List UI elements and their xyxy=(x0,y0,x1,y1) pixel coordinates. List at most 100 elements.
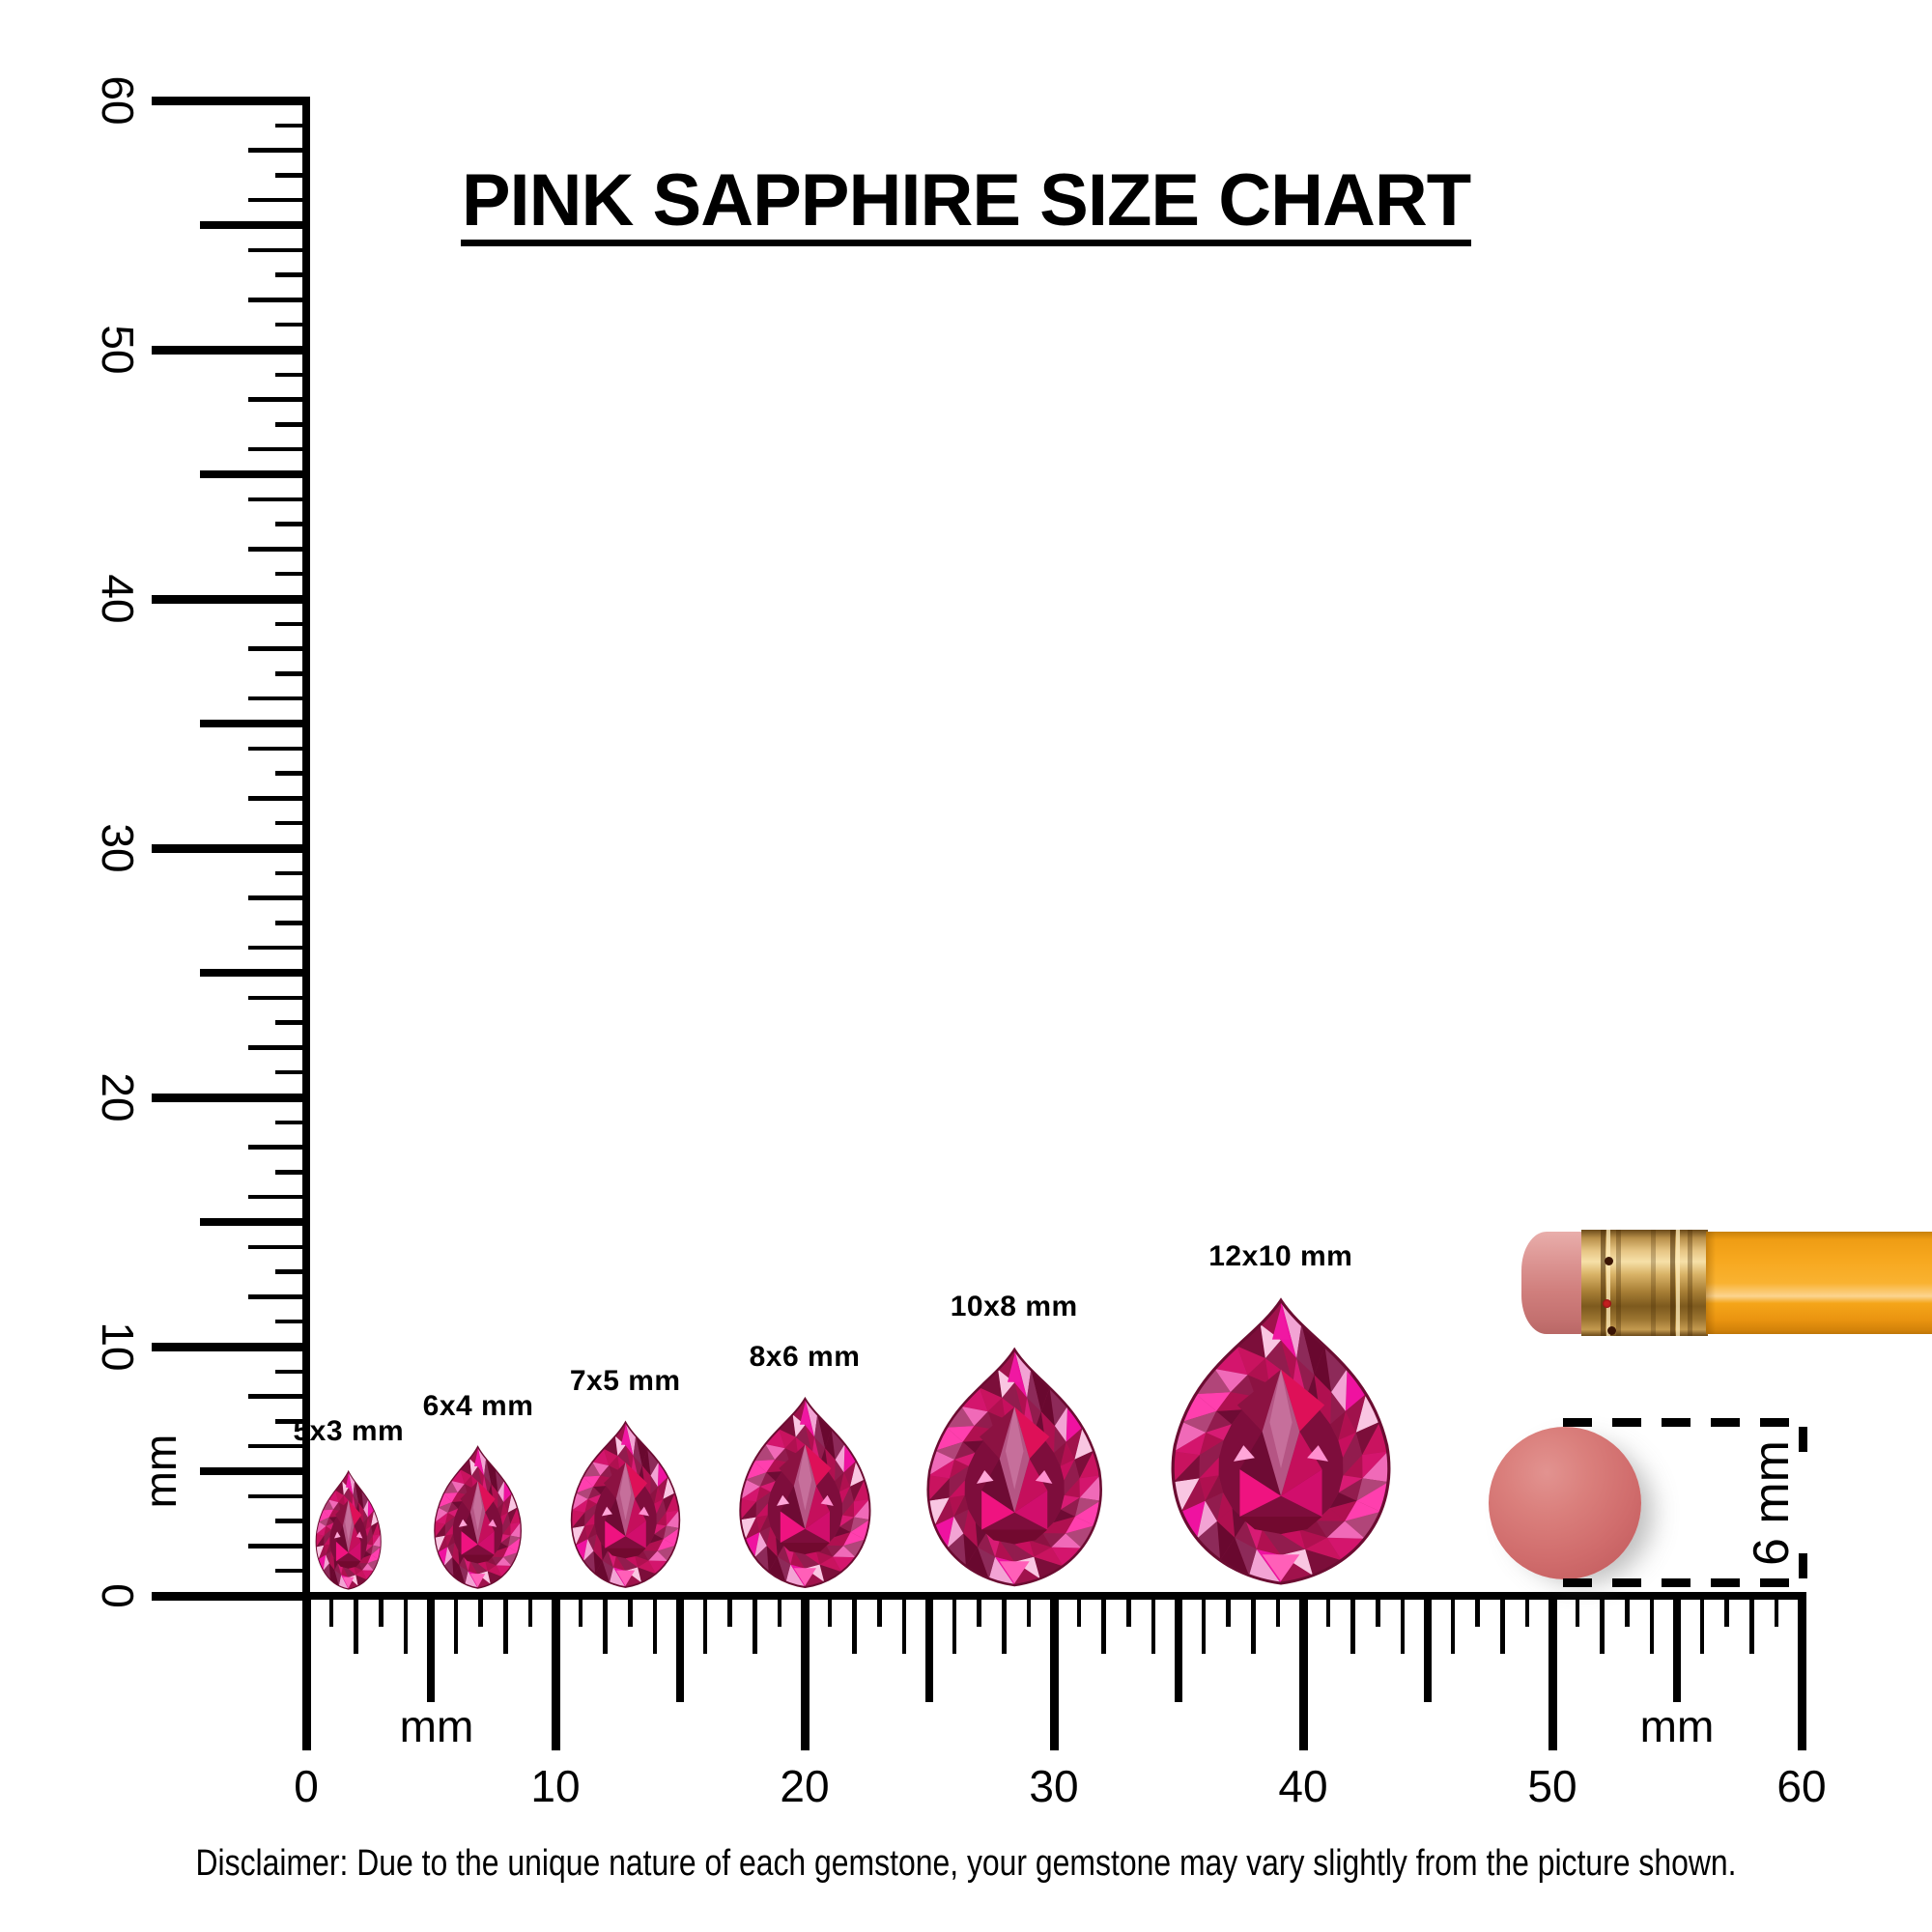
horizontal-tick-major xyxy=(1797,1592,1806,1750)
vertical-tick-major xyxy=(152,843,310,853)
horizontal-tick-major xyxy=(1049,1592,1059,1750)
measure-dash-stub xyxy=(1799,1427,1807,1452)
vertical-tick-minor xyxy=(248,547,310,552)
vertical-tick-half xyxy=(200,969,310,977)
vertical-tick-major xyxy=(152,1342,310,1351)
horizontal-tick-half xyxy=(1175,1592,1182,1702)
vertical-tick-minor xyxy=(275,372,310,378)
horizontal-tick-minor xyxy=(977,1592,981,1627)
measure-dash-top xyxy=(1563,1418,1808,1427)
horizontal-tick-minor xyxy=(777,1592,782,1627)
horizontal-tick-minor xyxy=(628,1592,633,1627)
vertical-tick-minor xyxy=(275,820,310,826)
vertical-ruler-number: 50 xyxy=(93,325,143,375)
horizontal-tick-half xyxy=(676,1592,684,1702)
ferrule-dot xyxy=(1605,1257,1613,1265)
horizontal-tick-minor xyxy=(603,1592,608,1654)
vertical-tick-minor xyxy=(248,1244,310,1250)
pencil xyxy=(1521,1230,1932,1336)
vertical-tick-minor xyxy=(275,771,310,776)
gem-size-label: 6x4 mm xyxy=(422,1390,534,1423)
vertical-tick-minor xyxy=(248,895,310,900)
horizontal-tick-minor xyxy=(1500,1592,1505,1654)
horizontal-tick-minor xyxy=(1600,1592,1605,1654)
vertical-tick-minor xyxy=(248,945,310,951)
ferrule-groove xyxy=(1670,1230,1675,1336)
vertical-tick-major xyxy=(152,1591,310,1601)
page-title: PINK SAPPHIRE SIZE CHART xyxy=(461,159,1471,242)
gem-size-label: 10x8 mm xyxy=(950,1291,1078,1322)
horizontal-ruler-number: 10 xyxy=(530,1761,581,1811)
horizontal-tick-minor xyxy=(1575,1592,1580,1627)
gem-size-label: 8x6 mm xyxy=(749,1340,861,1373)
vertical-tick-minor xyxy=(248,696,310,701)
disclaimer-text: Disclaimer: Due to the unique nature of … xyxy=(195,1843,1737,1884)
vertical-tick-minor xyxy=(248,746,310,752)
horizontal-tick-minor xyxy=(702,1592,708,1654)
vertical-ruler-number: 0 xyxy=(93,1583,143,1608)
measure-dash-stub xyxy=(1799,1553,1807,1578)
vertical-tick-minor xyxy=(275,1419,310,1424)
vertical-tick-half xyxy=(200,470,310,478)
horizontal-tick-major xyxy=(301,1592,311,1750)
horizontal-tick-minor xyxy=(1002,1592,1007,1654)
vertical-tick-minor xyxy=(248,197,310,203)
pencil-body-shading xyxy=(1706,1232,1716,1334)
horizontal-tick-minor xyxy=(1350,1592,1355,1654)
horizontal-ruler-number: 30 xyxy=(1029,1761,1079,1811)
vertical-tick-half xyxy=(200,1467,310,1475)
vertical-ruler-number: 10 xyxy=(93,1321,143,1372)
horizontal-tick-half xyxy=(925,1592,933,1702)
vertical-tick-minor xyxy=(275,522,310,526)
pencil-body xyxy=(1706,1232,1932,1334)
horizontal-tick-minor xyxy=(1151,1592,1156,1654)
horizontal-tick-minor xyxy=(1450,1592,1456,1654)
horizontal-tick-minor xyxy=(1026,1592,1032,1627)
vertical-ruler-unit: mm xyxy=(135,1434,185,1509)
horizontal-ruler-number: 60 xyxy=(1776,1761,1827,1811)
ferrule-groove xyxy=(1688,1230,1692,1336)
horizontal-tick-minor xyxy=(1749,1592,1754,1654)
horizontal-tick-minor xyxy=(1524,1592,1530,1627)
horizontal-tick-minor xyxy=(328,1592,334,1627)
vertical-tick-minor xyxy=(248,1544,310,1548)
gem-illustration xyxy=(434,1445,523,1589)
horizontal-tick-minor xyxy=(527,1592,533,1627)
gem-illustration xyxy=(926,1347,1102,1587)
vertical-tick-minor xyxy=(275,1020,310,1025)
horizontal-tick-minor xyxy=(1400,1592,1406,1654)
vertical-ruler-number: 30 xyxy=(93,823,143,873)
horizontal-tick-half xyxy=(1424,1592,1432,1702)
vertical-tick-minor xyxy=(275,870,310,876)
vertical-tick-minor xyxy=(275,173,310,178)
horizontal-ruler-number: 0 xyxy=(294,1761,319,1811)
vertical-tick-minor xyxy=(248,1045,310,1050)
vertical-tick-minor xyxy=(275,1519,310,1523)
vertical-tick-minor xyxy=(248,247,310,253)
horizontal-tick-minor xyxy=(478,1592,483,1627)
horizontal-ruler-number: 20 xyxy=(780,1761,830,1811)
ferrule-groove xyxy=(1601,1230,1605,1336)
ferrule-dot xyxy=(1603,1299,1611,1308)
vertical-tick-minor xyxy=(275,1069,310,1075)
ferrule-groove xyxy=(1651,1230,1656,1336)
vertical-tick-minor xyxy=(248,397,310,402)
horizontal-tick-minor xyxy=(1076,1592,1082,1627)
gem-illustration xyxy=(315,1469,382,1590)
vertical-tick-major xyxy=(152,1093,310,1102)
vertical-tick-minor xyxy=(275,322,310,327)
horizontal-tick-minor xyxy=(403,1592,409,1654)
horizontal-tick-minor xyxy=(827,1592,833,1627)
horizontal-tick-minor xyxy=(578,1592,583,1627)
ferrule-dot xyxy=(1607,1326,1616,1335)
ferrule-groove xyxy=(1616,1230,1621,1336)
horizontal-tick-minor xyxy=(852,1592,857,1654)
vertical-tick-minor xyxy=(275,1170,310,1175)
horizontal-tick-minor xyxy=(1325,1592,1331,1627)
vertical-tick-minor xyxy=(248,1145,310,1150)
gem-illustration xyxy=(570,1420,680,1589)
horizontal-tick-minor xyxy=(1625,1592,1630,1627)
horizontal-tick-minor xyxy=(379,1592,384,1627)
vertical-tick-minor xyxy=(248,1194,310,1200)
